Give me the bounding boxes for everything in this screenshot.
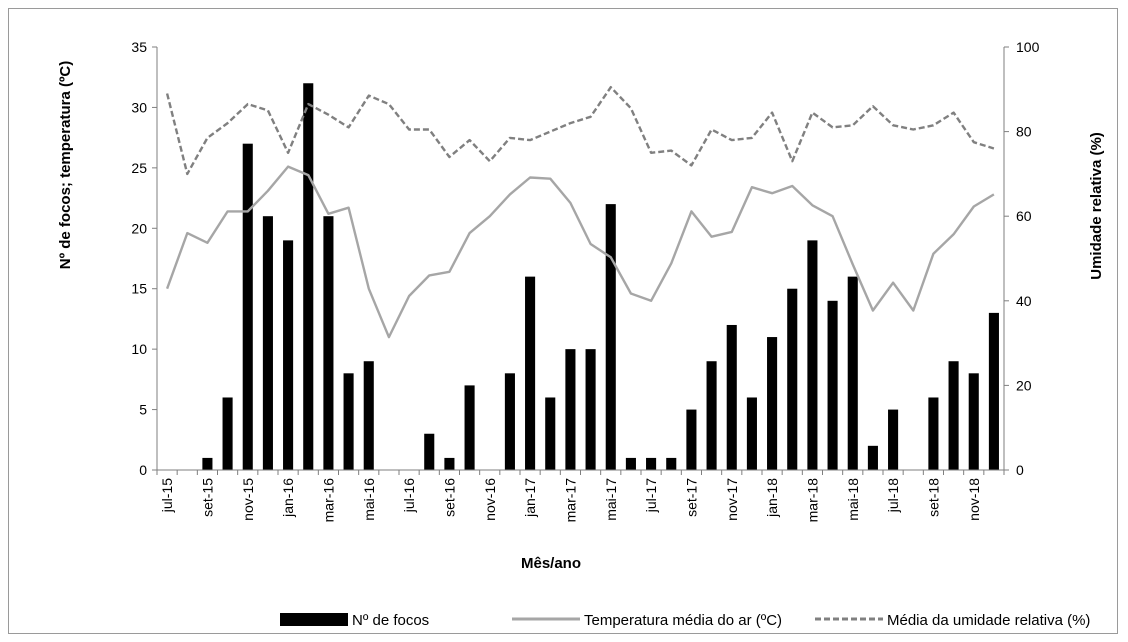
right-axis-ticks: 0 20 40 60 80 100 [1004, 39, 1040, 478]
bar-focos [242, 143, 253, 470]
right-tick-label: 100 [1016, 39, 1040, 55]
right-axis-title: Umidade relativa (%) [1088, 132, 1105, 280]
x-tick-label: nov-17 [724, 478, 740, 521]
bar-focos [888, 409, 899, 470]
x-tick-label: set-18 [925, 478, 941, 517]
bar-focos [202, 457, 213, 470]
line-series-temperatura [165, 165, 995, 339]
bar-focos [847, 276, 858, 470]
legend-label-humidity: Média da umidade relativa (%) [887, 612, 1090, 629]
bar-focos [706, 361, 717, 470]
left-tick-label: 0 [139, 462, 147, 478]
bar-focos [646, 457, 657, 470]
bar-focos [424, 433, 435, 470]
x-axis-ticks: jul-15 set-15 nov-15 jan-16 mar-16 mai-16 jul-… [156, 470, 1005, 523]
right-tick-label: 40 [1016, 293, 1032, 309]
bar-focos [867, 445, 878, 470]
bar-focos [464, 385, 475, 470]
bar-focos [625, 457, 636, 470]
bar-focos [928, 397, 939, 470]
left-axis-ticks: 0 5 10 15 20 25 30 35 [131, 39, 157, 478]
left-tick-label: 10 [131, 341, 147, 357]
legend: Nº de focos Temperatura média do ar (ºC)… [280, 612, 1090, 629]
bar-focos [827, 300, 838, 470]
x-tick-label: set-17 [683, 478, 699, 517]
temperature-line [165, 165, 995, 339]
x-tick-label: set-16 [441, 478, 457, 517]
x-tick-label: jan-18 [764, 478, 780, 518]
x-tick-label: mai-16 [361, 478, 377, 521]
bar-focos [968, 373, 979, 470]
bar-focos [303, 83, 314, 470]
x-tick-label: set-15 [199, 478, 215, 517]
bar-focos [988, 312, 999, 470]
x-tick-label: mai-18 [845, 478, 861, 521]
x-tick-label: mar-16 [320, 478, 336, 523]
x-tick-label: jul-18 [885, 478, 901, 513]
left-tick-label: 15 [131, 281, 147, 297]
x-tick-label: jan-17 [522, 478, 538, 518]
x-tick-label: jul-17 [643, 478, 659, 513]
x-axis-title: Mês/ano [521, 555, 581, 572]
x-tick-label: jan-16 [280, 478, 296, 518]
right-tick-label: 0 [1016, 462, 1024, 478]
right-tick-label: 80 [1016, 124, 1032, 140]
bar-focos [948, 361, 959, 470]
bar-focos [444, 457, 455, 470]
bar-focos [585, 349, 596, 470]
left-tick-label: 25 [131, 160, 147, 176]
bar-series-focos [202, 83, 999, 470]
bar-focos [787, 288, 798, 470]
x-tick-label: jul-16 [401, 478, 417, 513]
x-tick-label: nov-16 [482, 478, 498, 521]
bar-focos [565, 349, 576, 470]
bar-focos [666, 457, 677, 470]
bar-focos [323, 216, 334, 470]
left-axis-title: Nº de focos; temperatura (ºC) [57, 61, 74, 269]
bar-focos [767, 337, 778, 470]
left-tick-label: 30 [131, 99, 147, 115]
bar-focos [525, 276, 536, 470]
left-tick-label: 5 [139, 402, 147, 418]
x-tick-label: mar-18 [804, 478, 820, 523]
x-tick-label: jul-15 [159, 478, 175, 513]
bar-focos [343, 373, 354, 470]
legend-label-temp: Temperatura média do ar (ºC) [584, 612, 782, 629]
bar-focos [363, 361, 374, 470]
left-tick-label: 20 [131, 220, 147, 236]
legend-swatch-bar [280, 613, 348, 626]
legend-label-bar: Nº de focos [352, 612, 429, 629]
bar-focos [686, 409, 697, 470]
x-tick-label: nov-15 [240, 478, 256, 521]
x-tick-label: mar-17 [562, 478, 578, 523]
x-tick-label: nov-18 [966, 478, 982, 521]
bar-focos [605, 204, 616, 470]
bar-focos [746, 397, 757, 470]
right-tick-label: 20 [1016, 377, 1032, 393]
bar-focos [222, 397, 233, 470]
humidity-line [165, 85, 995, 176]
right-tick-label: 60 [1016, 208, 1032, 224]
chart-frame [8, 8, 1118, 634]
bar-focos [283, 240, 294, 470]
bar-focos [545, 397, 556, 470]
bar-focos [726, 324, 737, 470]
bar-focos [807, 240, 818, 470]
x-tick-label: mai-17 [603, 478, 619, 521]
bar-focos [262, 216, 273, 470]
line-series-umidade [165, 85, 995, 176]
bar-focos [504, 373, 515, 470]
left-tick-label: 35 [131, 39, 147, 55]
